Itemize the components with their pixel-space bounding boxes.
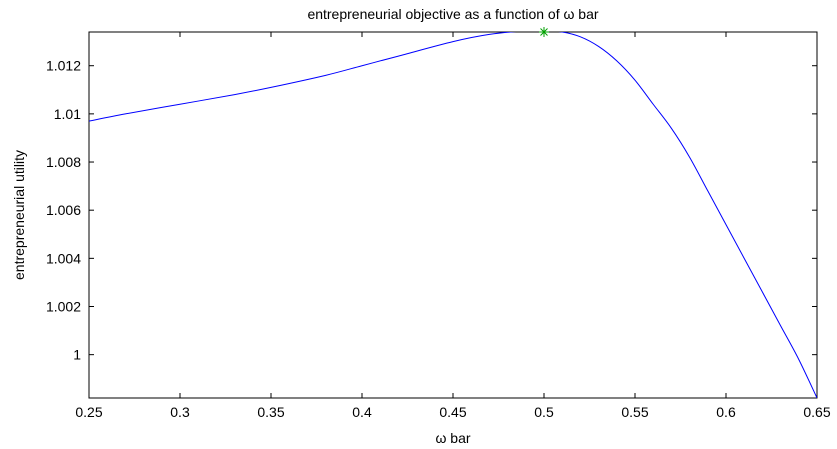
x-tick-label: 0.35 (257, 404, 284, 420)
y-tick-label: 1.008 (46, 154, 81, 170)
x-tick-label: 0.25 (75, 404, 102, 420)
y-tick-label: 1.012 (46, 58, 81, 74)
plot-area (88, 31, 818, 399)
x-tick-label: 0.6 (716, 404, 736, 420)
y-tick-label: 1.002 (46, 299, 81, 315)
x-tick-label: 0.45 (439, 404, 466, 420)
x-axis-label: ω bar (435, 430, 470, 446)
x-tick-label: 0.4 (352, 404, 372, 420)
y-axis-label: entrepreneurial utility (11, 150, 27, 280)
x-tick-label: 0.5 (534, 404, 554, 420)
y-tick-label: 1.006 (46, 202, 81, 218)
y-tick-label: 1 (73, 347, 81, 363)
chart-title: entrepreneurial objective as a function … (307, 6, 598, 22)
tick-labels-group: 0.25 0.3 0.35 0.4 0.45 0.5 0.55 0.6 0.65 1 1.002 1.… (46, 58, 831, 420)
y-tick-label: 1.01 (54, 106, 81, 122)
y-tick-label: 1.004 (46, 250, 81, 266)
optimum-marker (539, 27, 549, 37)
x-tick-label: 0.65 (803, 404, 830, 420)
series-line (89, 32, 817, 398)
marker-stroke (540, 28, 548, 36)
x-tick-label: 0.55 (621, 404, 648, 420)
x-tick-label: 0.3 (170, 404, 190, 420)
